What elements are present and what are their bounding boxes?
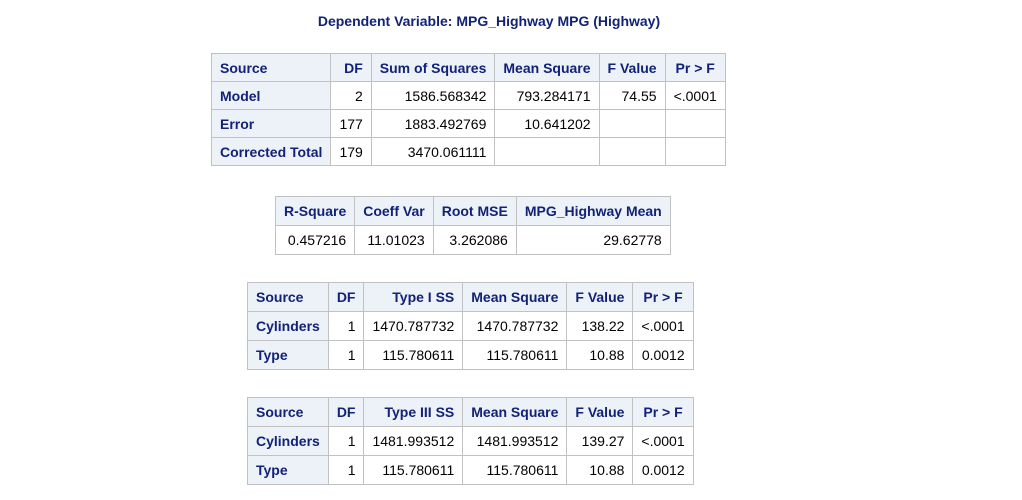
f-value-cell: 74.55: [598, 81, 666, 110]
table-row: 0.457216 11.01023 3.262086 29.62778: [274, 225, 671, 255]
column-header-pr-f: Pr > F: [664, 53, 726, 82]
column-header-f-value: F Value: [566, 397, 634, 427]
type-iii-ss-cell: 1481.993512: [363, 426, 464, 456]
mean-square-cell: [494, 137, 600, 166]
row-header: Model: [210, 81, 332, 110]
table-row: Type 1 115.780611 115.780611 10.88 0.001…: [247, 340, 694, 370]
row-header: Cylinders: [247, 426, 329, 456]
column-header-pr-f: Pr > F: [632, 397, 694, 427]
p-value-cell: 0.0012: [632, 455, 694, 485]
header-row: R-Square Coeff Var Root MSE MPG_Highway …: [274, 196, 671, 226]
column-header-df: DF: [327, 397, 365, 427]
column-header-type-iii-ss: Type III SS: [363, 397, 464, 427]
f-value-cell: [598, 109, 666, 138]
type-iii-ss-cell: 115.780611: [363, 455, 464, 485]
anova-table: Source DF Sum of Squares Mean Square F V…: [210, 53, 726, 166]
p-value-cell: [664, 137, 726, 166]
f-value-cell: 10.88: [566, 340, 634, 370]
column-header-df: DF: [327, 282, 365, 312]
root-mse-cell: 3.262086: [432, 225, 517, 255]
f-value-cell: 139.27: [566, 426, 634, 456]
column-header-mpg-highway-mean: MPG_Highway Mean: [515, 196, 671, 226]
df-cell: 179: [330, 137, 372, 166]
table-row: Cylinders 1 1470.787732 1470.787732 138.…: [247, 311, 694, 341]
fit-statistics-table: R-Square Coeff Var Root MSE MPG_Highway …: [274, 196, 671, 255]
df-cell: 2: [330, 81, 372, 110]
column-header-source: Source: [210, 53, 332, 82]
type-i-ss-cell: 115.780611: [363, 340, 464, 370]
p-value-cell: <.0001: [664, 81, 726, 110]
column-header-mean-square: Mean Square: [494, 53, 600, 82]
df-cell: 1: [327, 340, 365, 370]
mean-square-cell: 115.780611: [462, 455, 568, 485]
mpg-highway-mean-cell: 29.62778: [515, 225, 671, 255]
column-header-pr-f: Pr > F: [632, 282, 694, 312]
mean-square-cell: 1481.993512: [462, 426, 568, 456]
df-cell: 1: [327, 311, 365, 341]
row-header: Type: [247, 340, 329, 370]
column-header-root-mse: Root MSE: [432, 196, 517, 226]
header-row: Source DF Sum of Squares Mean Square F V…: [210, 53, 726, 82]
column-header-f-value: F Value: [598, 53, 666, 82]
type-iii-ss-table: Source DF Type III SS Mean Square F Valu…: [247, 397, 694, 485]
sum-of-squares-cell: 1883.492769: [370, 109, 496, 138]
row-header: Corrected Total: [210, 137, 332, 166]
p-value-cell: [664, 109, 726, 138]
header-row: Source DF Type III SS Mean Square F Valu…: [247, 397, 694, 427]
table-row: Error 177 1883.492769 10.641202: [210, 109, 726, 138]
column-header-f-value: F Value: [566, 282, 634, 312]
type-i-ss-cell: 1470.787732: [363, 311, 464, 341]
column-header-sum-of-squares: Sum of Squares: [370, 53, 496, 82]
header-row: Source DF Type I SS Mean Square F Value …: [247, 282, 694, 312]
df-cell: 177: [330, 109, 372, 138]
mean-square-cell: 115.780611: [462, 340, 568, 370]
df-cell: 1: [327, 455, 365, 485]
row-header: Type: [247, 455, 329, 485]
type-i-ss-table: Source DF Type I SS Mean Square F Value …: [247, 282, 694, 370]
mean-square-cell: 793.284171: [494, 81, 600, 110]
df-cell: 1: [327, 426, 365, 456]
coeff-var-cell: 11.01023: [354, 225, 434, 255]
row-header: Cylinders: [247, 311, 329, 341]
column-header-r-square: R-Square: [274, 196, 356, 226]
table-row: Model 2 1586.568342 793.284171 74.55 <.0…: [210, 81, 726, 110]
column-header-coeff-var: Coeff Var: [354, 196, 434, 226]
sum-of-squares-cell: 3470.061111: [370, 137, 496, 166]
column-header-source: Source: [247, 282, 329, 312]
f-value-cell: 10.88: [566, 455, 634, 485]
column-header-df: DF: [330, 53, 372, 82]
row-header: Error: [210, 109, 332, 138]
p-value-cell: <.0001: [632, 311, 694, 341]
f-value-cell: [598, 137, 666, 166]
p-value-cell: 0.0012: [632, 340, 694, 370]
table-row: Type 1 115.780611 115.780611 10.88 0.001…: [247, 455, 694, 485]
r-square-cell: 0.457216: [274, 225, 356, 255]
column-header-mean-square: Mean Square: [462, 397, 568, 427]
mean-square-cell: 10.641202: [494, 109, 600, 138]
table-row: Cylinders 1 1481.993512 1481.993512 139.…: [247, 426, 694, 456]
dependent-variable-title: Dependent Variable: MPG_Highway MPG (Hig…: [317, 13, 661, 29]
f-value-cell: 138.22: [566, 311, 634, 341]
column-header-source: Source: [247, 397, 329, 427]
mean-square-cell: 1470.787732: [462, 311, 568, 341]
sum-of-squares-cell: 1586.568342: [370, 81, 496, 110]
column-header-type-i-ss: Type I SS: [363, 282, 464, 312]
p-value-cell: <.0001: [632, 426, 694, 456]
column-header-mean-square: Mean Square: [462, 282, 568, 312]
table-row: Corrected Total 179 3470.061111: [210, 137, 726, 166]
